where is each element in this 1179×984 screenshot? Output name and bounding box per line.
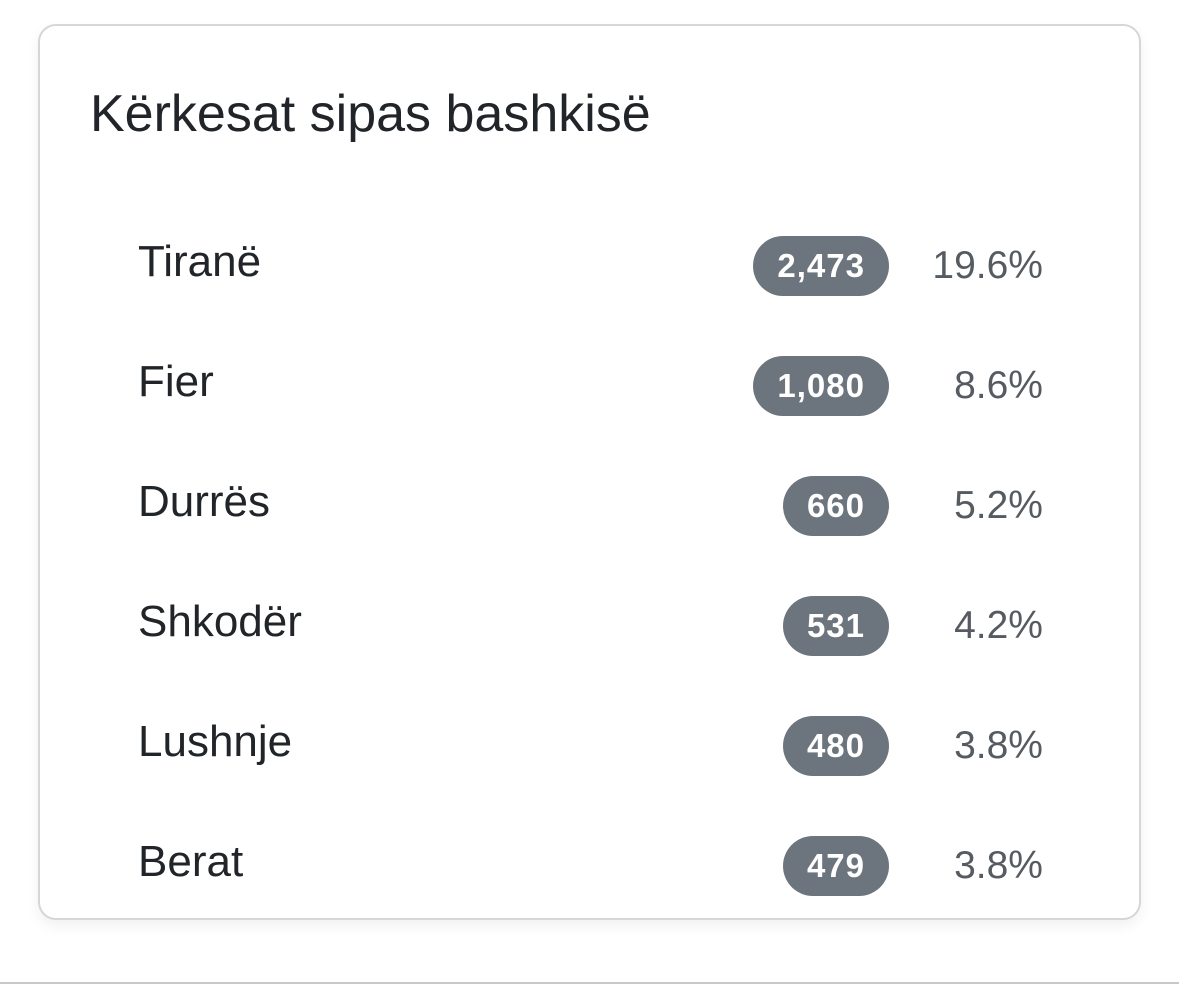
municipality-name: Berat xyxy=(138,837,244,886)
municipality-name: Tiranë xyxy=(138,237,262,286)
count-badge: 479 xyxy=(782,836,889,896)
list-item: Lushnje 480 3.8% xyxy=(138,686,1043,806)
count-badge: 1,080 xyxy=(753,356,889,416)
percent-value: 19.6% xyxy=(932,244,1043,287)
list-item: Tiranë 2,473 19.6% xyxy=(138,206,1043,326)
count-badge: 2,473 xyxy=(753,236,889,296)
percent-value: 4.2% xyxy=(954,604,1043,647)
list-item: Shkodër 531 4.2% xyxy=(138,566,1043,686)
percent-value: 3.8% xyxy=(954,724,1043,767)
list-item: Durrës 660 5.2% xyxy=(138,446,1043,566)
count-badge: 531 xyxy=(782,596,889,656)
percent-value: 8.6% xyxy=(954,364,1043,407)
municipality-name: Fier xyxy=(138,357,214,406)
percent-value: 3.8% xyxy=(954,844,1043,887)
divider xyxy=(0,982,1179,984)
percent-value: 5.2% xyxy=(954,484,1043,527)
count-badge: 660 xyxy=(782,476,889,536)
municipality-requests-card: Kërkesat sipas bashkisë Tiranë 2,473 19.6%… xyxy=(38,24,1141,920)
municipality-name: Shkodër xyxy=(138,597,302,646)
municipality-list: Tiranë 2,473 19.6% Fier 1,080 8.6% Durrës 660 5.… xyxy=(138,206,1043,926)
municipality-name: Lushnje xyxy=(138,717,293,766)
list-item: Berat 479 3.8% xyxy=(138,806,1043,926)
list-item: Fier 1,080 8.6% xyxy=(138,326,1043,446)
count-badge: 480 xyxy=(782,716,889,776)
card-title: Kërkesat sipas bashkisë xyxy=(90,85,651,143)
municipality-name: Durrës xyxy=(138,477,271,526)
